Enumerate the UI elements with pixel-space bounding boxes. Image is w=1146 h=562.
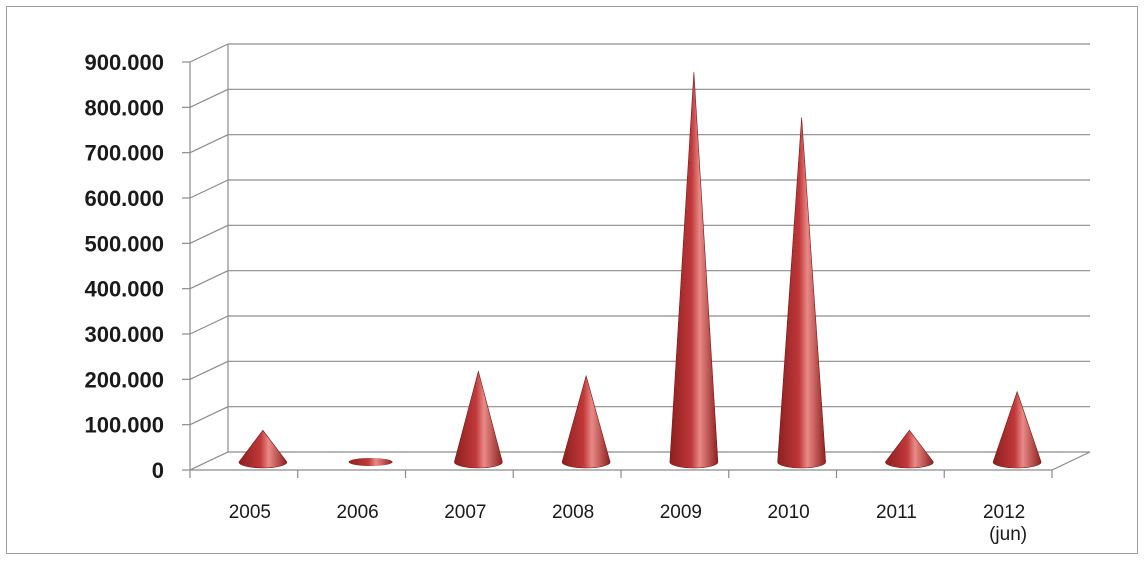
x-axis-tick-labels: 2005 2006 2007 2008 2009 2010 2011 2012(jun) — [229, 502, 1027, 545]
cone-2011 — [885, 429, 934, 469]
y-axis-tick-labels: 0 100.000 200.000 300.000 400.000 500.000 600.… — [84, 50, 164, 483]
cone-2006 — [348, 458, 393, 466]
floor-plane — [189, 451, 1091, 471]
cone-body — [669, 72, 719, 469]
y-tick-label: 600.000 — [84, 186, 164, 211]
y-tick-label: 700.000 — [84, 141, 164, 166]
cone-2012-jun — [992, 390, 1042, 469]
cone-2007 — [454, 370, 503, 469]
x-tick-label: 2008 — [552, 502, 594, 523]
side-gridline — [189, 88, 229, 108]
cone-flat — [348, 458, 393, 466]
side-gridline — [189, 270, 229, 290]
y-tick-label: 400.000 — [84, 277, 164, 302]
y-tick-label: 900.000 — [84, 50, 164, 75]
x-tick-label: 2006 — [336, 502, 378, 523]
chart-floor — [189, 451, 1091, 478]
x-tick-label: 2007 — [444, 502, 486, 523]
y-tick-label: 200.000 — [84, 367, 164, 392]
cone-2005 — [238, 429, 288, 469]
side-gridline — [189, 134, 229, 154]
cones — [238, 72, 1042, 469]
y-tick-label: 800.000 — [84, 95, 164, 120]
side-gridline — [189, 179, 229, 199]
cone-body — [885, 429, 934, 469]
side-gridline — [189, 360, 229, 380]
side-gridline — [189, 406, 229, 426]
x-tick-label: 2012 — [983, 502, 1025, 523]
cone-body — [992, 390, 1042, 469]
x-tick-label: 2009 — [660, 502, 702, 523]
side-gridline — [189, 315, 229, 335]
y-tick-label: 100.000 — [84, 413, 164, 438]
x-tick-label: 2005 — [229, 502, 271, 523]
cone-body — [454, 370, 503, 469]
y-tick-label: 300.000 — [84, 322, 164, 347]
cone-body — [777, 117, 826, 469]
x-tick-label: 2011 — [876, 502, 917, 523]
cone-2010 — [777, 117, 826, 469]
cone-body — [561, 374, 611, 469]
y-tick-label: 500.000 — [84, 231, 164, 256]
x-tick-label: 2010 — [767, 502, 809, 523]
side-gridline — [189, 43, 229, 63]
side-gridline — [189, 224, 229, 244]
gridlines — [182, 43, 1090, 471]
cone-2009 — [669, 72, 719, 469]
y-tick-label: 0 — [152, 458, 164, 483]
cone-2008 — [561, 374, 611, 469]
cone-body — [238, 429, 288, 469]
x-tick-label: (jun) — [989, 524, 1027, 545]
